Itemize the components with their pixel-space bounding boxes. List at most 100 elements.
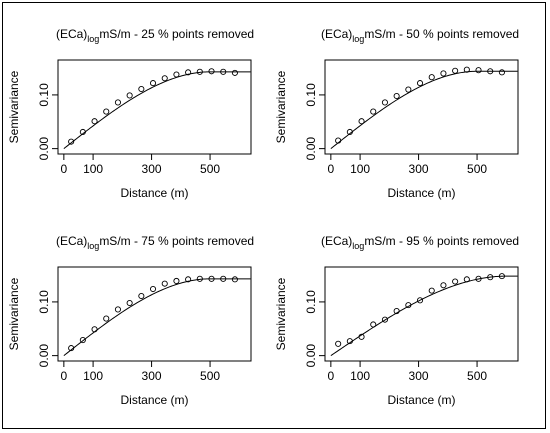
data-point [185,276,192,283]
data-point [114,306,121,313]
y-tick-label: 0.00 [304,344,318,368]
data-point [79,128,86,136]
x-tick-label: 0 [61,369,68,383]
data-point [196,68,203,75]
x-tick-label: 100 [83,369,103,383]
chart-title: (ECa)logmS/m - 95 % points removed [321,234,519,251]
fitted-model-line [63,71,251,150]
x-tick-label: 300 [409,369,429,383]
x-tick-label: 500 [200,162,220,176]
fitted-model-line [63,278,251,357]
chart-panel-3: (ECa)logmS/m - 75 % points removed 0 100 30… [7,234,254,407]
data-point [346,128,353,136]
data-point [161,280,168,287]
data-point [370,321,377,328]
y-axis-label: Semivariance [274,70,288,143]
data-point [381,99,388,106]
data-point [149,80,157,87]
data-point [452,278,459,285]
x-tick-label: 100 [350,369,370,383]
chart-panel-2: (ECa)logmS/m - 50 % points removed 0 100 30… [274,27,519,200]
data-point [428,287,435,294]
data-point [173,71,180,78]
x-tick-label: 100 [350,162,370,176]
x-tick-label: 300 [142,162,162,176]
x-tick-label: 500 [200,369,220,383]
plot-area-box [324,266,519,362]
fitted-model-line [330,275,518,357]
data-point [358,118,365,125]
fitted-model-line [330,70,518,150]
x-axis-label: Distance (m) [120,186,188,200]
x-tick-label: 500 [467,162,487,176]
x-tick-label: 0 [328,369,335,383]
y-tick-label: 0.10 [37,290,51,314]
data-point [79,337,86,344]
x-axis-label: Distance (m) [387,186,455,200]
data-point [370,108,377,115]
data-point [463,66,470,73]
data-point [138,292,145,300]
data-point [220,68,227,75]
chart-title: (ECa)logmS/m - 75 % points removed [56,234,254,251]
y-tick-label: 0.10 [304,290,318,314]
data-point [440,282,447,289]
y-axis-label: Semivariance [274,277,288,350]
data-point [487,274,494,281]
data-point [185,69,192,76]
data-point [487,68,494,75]
data-point [138,85,145,93]
x-tick-label: 0 [328,162,335,176]
figure-frame [2,2,546,429]
y-tick-label: 0.10 [37,83,51,107]
data-point [161,75,168,82]
data-point [498,69,505,76]
data-point [346,338,353,345]
y-axis-label: Semivariance [7,277,21,350]
data-point [208,68,215,75]
data-point [68,345,75,352]
x-axis-label: Distance (m) [387,393,455,407]
data-point [231,276,238,283]
data-point [91,118,98,125]
y-tick-label: 0.00 [37,344,51,368]
data-point [149,285,157,293]
chart-title: (ECa)logmS/m - 50 % points removed [321,27,519,44]
chart-panel-1: (ECa)logmS/m - 25 % points removed 0 100 30… [7,27,254,200]
y-axis-label: Semivariance [7,70,21,143]
y-tick-label: 0.10 [304,83,318,107]
data-point [498,273,505,280]
x-tick-label: 300 [409,162,429,176]
data-point [173,277,180,285]
data-point [475,275,482,282]
y-tick-label: 0.00 [37,137,51,161]
data-point [358,333,365,340]
data-point [475,67,482,74]
data-point [452,67,459,74]
x-tick-label: 0 [61,162,68,176]
data-point [393,92,400,100]
data-point [208,275,215,282]
data-point [405,302,412,309]
data-point [103,315,110,322]
x-tick-label: 100 [83,162,103,176]
data-point [126,299,133,307]
data-point [335,340,342,347]
data-point [416,297,424,304]
data-point [463,276,470,283]
data-point [416,80,424,87]
data-point [393,307,400,315]
plot-area-box [57,59,252,155]
data-point [381,316,388,323]
data-point [103,108,110,115]
data-point [231,69,238,76]
data-point [220,275,227,282]
data-point [405,86,412,93]
x-tick-label: 500 [467,369,487,383]
plot-area-box [57,266,252,362]
data-point [440,70,447,77]
data-point [335,137,342,144]
x-axis-label: Distance (m) [120,393,188,407]
x-tick-label: 300 [142,369,162,383]
